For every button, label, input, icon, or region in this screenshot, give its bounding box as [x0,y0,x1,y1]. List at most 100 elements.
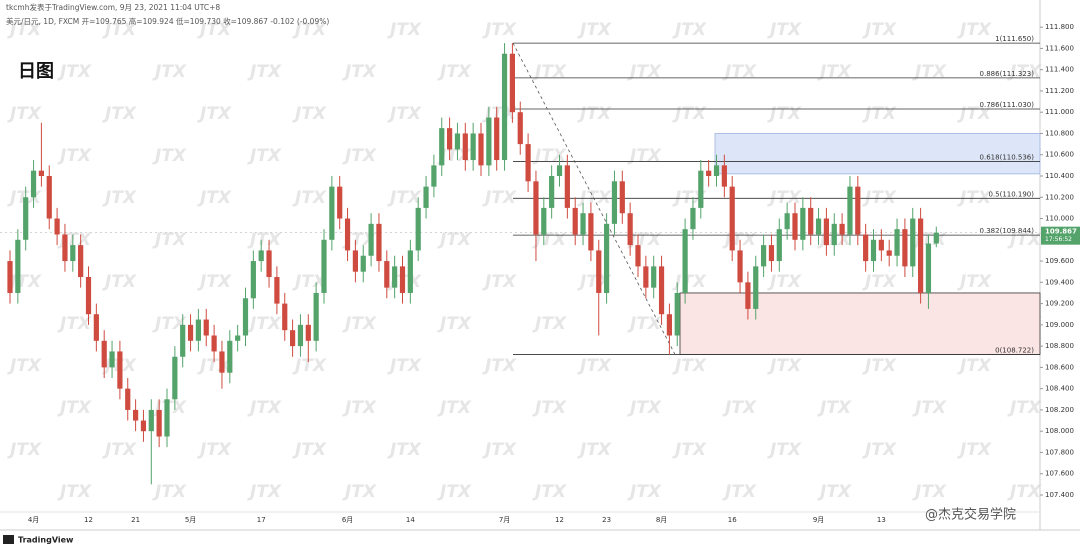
candle-body [933,232,939,244]
watermark: JTX [817,62,852,82]
price-tag-value: 109.867 [1045,228,1077,236]
candle-body [282,303,288,331]
candle-body [85,277,92,315]
candle-body [918,218,924,293]
candle-body [525,144,531,182]
y-tick-label: 110.800 [1045,129,1074,137]
watermark: JTX [532,146,567,166]
candle-body [337,186,343,219]
watermark: JTX [197,440,232,460]
watermark: JTX [912,398,947,418]
y-tick-label: 109.200 [1045,300,1074,308]
watermark: JTX [247,62,282,82]
watermark: JTX [57,398,92,418]
watermark: JTX [862,104,897,124]
candle-body [651,266,657,288]
watermark: JTX [912,482,947,502]
watermark: JTX [532,314,567,334]
watermark: JTX [1007,398,1042,418]
candle-body [321,239,327,293]
y-tick-label: 108.200 [1045,406,1074,414]
candle-body [78,245,84,278]
candle-body [195,319,201,341]
candle-body [808,207,814,235]
candle-body [776,229,782,262]
y-tick-label: 108.000 [1045,427,1074,435]
y-tick-label: 110.200 [1045,193,1074,201]
candle-body [454,133,461,150]
watermark: JTX [532,398,567,418]
watermark: JTX [577,440,612,460]
candle-body [109,351,115,368]
zone [679,292,1041,355]
fib-label: 0.618(110.536) [980,154,1035,162]
candle-body [392,266,398,288]
watermark: JTX [292,356,327,376]
candle-body [101,340,107,368]
watermark: JTX [387,188,422,208]
candle-body [258,250,264,262]
x-tick-label: 17 [257,516,266,524]
candle-body [611,181,618,224]
x-tick-label: 16 [728,516,737,524]
watermark: JTX [197,104,232,124]
candle-body [910,218,916,267]
watermark: JTX [7,440,42,460]
candle-body [227,340,233,373]
watermark: JTX [957,356,992,376]
candle-body [556,165,563,176]
candle-body [580,213,586,235]
candle-body [588,213,594,251]
watermark: JTX [7,20,42,40]
watermark: JTX [627,314,662,334]
candle-body [682,229,688,293]
candle-body [690,207,696,230]
candle-body [23,197,29,240]
chart-title: 日图 [18,61,54,82]
candle-body [886,250,892,256]
candle-body [62,234,68,262]
candle-body [737,250,743,283]
candle-body [902,229,908,267]
y-tick-label: 110.000 [1045,215,1074,223]
candle-body [792,213,798,240]
candle-body [407,250,413,293]
watermark: JTX [342,230,377,250]
candle-body [643,266,649,288]
watermark: JTX [722,62,757,82]
candle-body [635,245,641,267]
watermark: JTX [342,146,377,166]
candle-body [761,245,767,267]
candle-body [501,53,508,161]
watermark: JTX [437,314,472,334]
candle-body [305,324,311,341]
candle-body [290,330,296,347]
watermark: JTX [342,482,377,502]
watermark: JTX [577,356,612,376]
footer-logo [3,535,14,544]
candle-body [156,409,162,437]
candle-body [596,250,602,293]
watermark: JTX [102,104,137,124]
candle-body [478,133,484,166]
watermark: JTX [57,314,92,334]
candle-body [38,170,44,176]
watermark: JTX [247,230,282,250]
candle-body [439,128,445,166]
candle-body [415,207,421,251]
watermark: JTX [577,272,612,292]
fib-label: 1(111.650) [995,35,1034,43]
candle-body [831,223,837,246]
watermark: JTX [437,230,472,250]
price-tag-countdown: 17:56:52 [1045,236,1072,243]
candle-body [344,218,351,251]
watermark: JTX [482,20,517,40]
watermark: JTX [957,272,992,292]
candle-body [745,282,751,309]
candle-body [164,399,170,437]
candle-body [266,250,272,278]
candle-body [517,112,523,145]
watermark: JTX [437,398,472,418]
